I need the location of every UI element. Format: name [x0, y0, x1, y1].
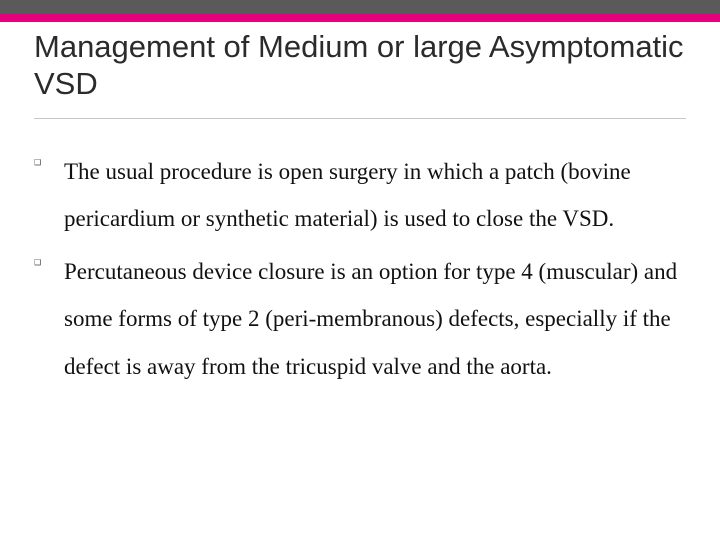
slide: Management of Medium or large Asymptomat… [0, 0, 720, 540]
band-gray [0, 0, 720, 14]
top-bands [0, 0, 720, 22]
bullet-marker-icon: ❑ [34, 148, 64, 167]
bullet-text: Percutaneous device closure is an option… [64, 248, 686, 389]
bullet-text: The usual procedure is open surgery in w… [64, 148, 686, 242]
bullet-marker-icon: ❑ [34, 248, 64, 267]
slide-body: ❑ The usual procedure is open surgery in… [34, 148, 686, 396]
slide-title: Management of Medium or large Asymptomat… [34, 28, 686, 102]
bullet-item: ❑ Percutaneous device closure is an opti… [34, 248, 686, 389]
bullet-item: ❑ The usual procedure is open surgery in… [34, 148, 686, 242]
band-pink [0, 14, 720, 22]
title-underline [34, 118, 686, 119]
